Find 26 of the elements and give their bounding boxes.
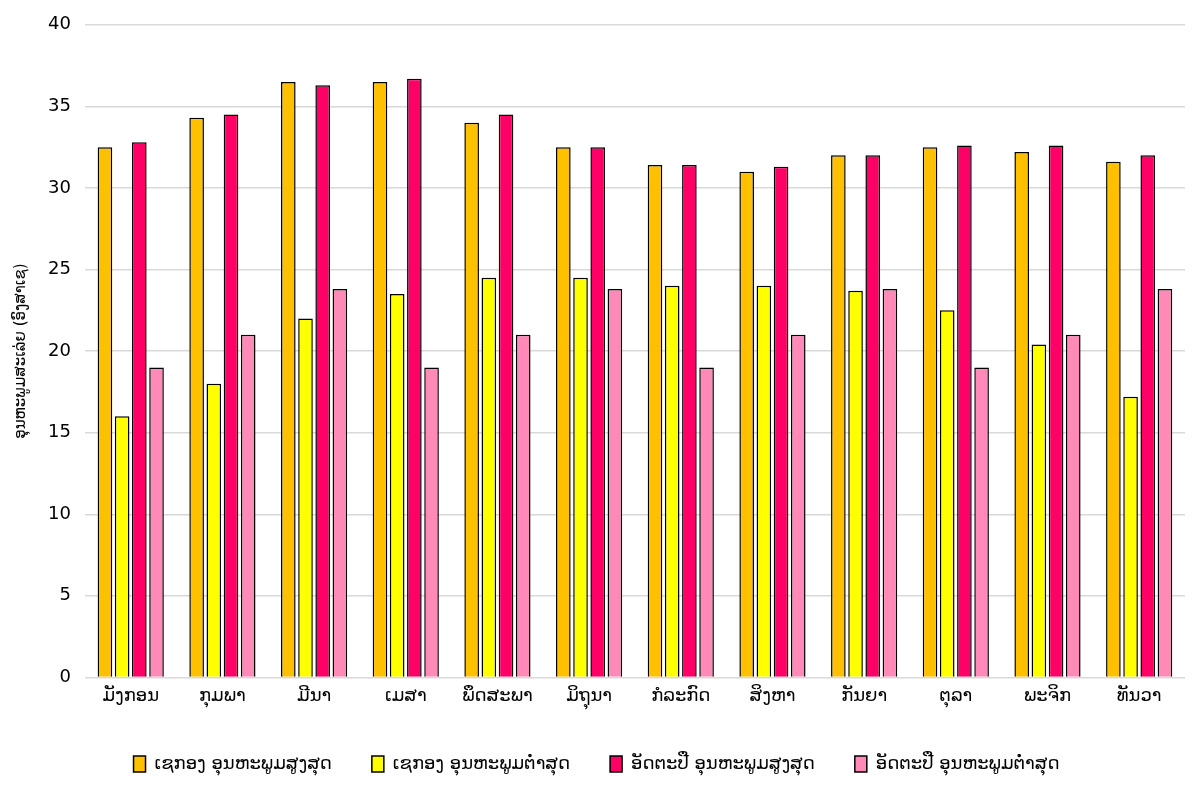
y-tick-label: 35 bbox=[48, 94, 71, 116]
x-tick-label: ມິຖຸນາ bbox=[566, 683, 613, 710]
x-tick-label: ກຸມພາ bbox=[199, 683, 246, 708]
y-tick-label: 25 bbox=[48, 257, 71, 279]
legend-label: ອັດຕະປື ອຸນຫະພູມສູງສຸດ bbox=[631, 750, 815, 776]
y-tick-label: 20 bbox=[48, 338, 71, 360]
x-tick-label: ສິງຫາ bbox=[749, 683, 796, 705]
y-tick-label: 5 bbox=[59, 583, 71, 605]
x-tick-label: ມັງກອນ bbox=[102, 683, 160, 705]
y-tick-label: 0 bbox=[59, 665, 71, 687]
x-tick-label: ພຶດສະພາ bbox=[462, 683, 533, 705]
legend-label: ອັດຕະປື ອຸນຫະພູມຕ່ຳສຸດ bbox=[875, 750, 1060, 776]
x-tick-label: ກໍລະກົດ bbox=[651, 683, 711, 705]
y-tick-label: 40 bbox=[48, 12, 71, 34]
legend-label: ເຊກອງ ອຸນຫະພູມຕ່ຳສຸດ bbox=[392, 751, 571, 776]
x-tick-label: ກັນຍາ bbox=[841, 683, 888, 705]
y-tick-label: 15 bbox=[48, 420, 71, 442]
y-axis-title: ອຸນຫະພູມສະເລ່ຍ (ອົງສາເຊ) bbox=[9, 263, 31, 439]
x-tick-label: ຕຸລາ bbox=[939, 683, 973, 708]
y-tick-label: 30 bbox=[48, 175, 71, 197]
y-tick-label: 10 bbox=[48, 501, 71, 523]
x-tick-label: ທັນວາ bbox=[1116, 683, 1162, 705]
x-tick-label: ເມສາ bbox=[384, 683, 427, 705]
x-tick-label: ມີນາ bbox=[296, 683, 332, 705]
x-tick-label: ພະຈິກ bbox=[1023, 683, 1072, 705]
legend-label: ເຊກອງ ອຸນຫະພູມສູງສຸດ bbox=[154, 751, 332, 776]
